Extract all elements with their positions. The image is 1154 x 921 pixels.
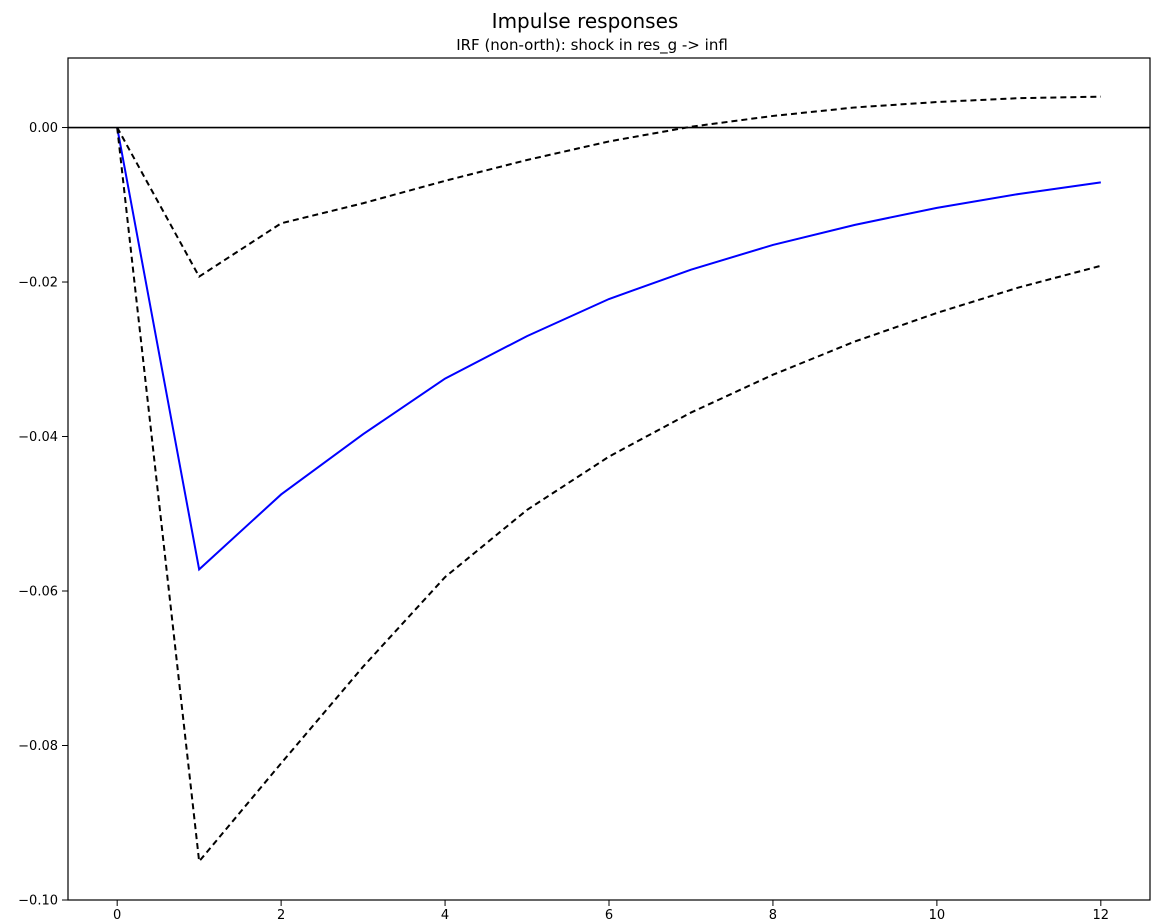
y-tick-label: −0.08	[18, 739, 58, 754]
x-tick-label: 12	[1093, 908, 1110, 921]
series-line-upper-bound	[116, 95, 1101, 279]
x-tick-label: 2	[277, 908, 285, 921]
y-tick-label: 0.00	[29, 121, 58, 136]
axes-frame	[67, 57, 1151, 901]
x-tick-label: 0	[113, 908, 121, 921]
y-tick-label: −0.06	[18, 585, 58, 600]
series-line-irf	[116, 127, 1101, 572]
y-tick-label: −0.10	[18, 894, 58, 909]
series-line-lower-bound	[116, 127, 1102, 864]
x-tick-label: 4	[441, 908, 449, 921]
x-tick-label: 10	[929, 908, 946, 921]
chart-title: IRF (non-orth): shock in res_g -> infl	[456, 36, 728, 55]
x-tick-label: 6	[605, 908, 613, 921]
x-tick-label: 8	[769, 908, 777, 921]
figure-suptitle: Impulse responses	[492, 9, 679, 33]
y-tick-label: −0.04	[18, 430, 58, 445]
plot-area: 0 2 4 6 8 10 12 0.00 −0.02 −0.04 −0.06 −0.08 −0.10	[18, 57, 1151, 921]
y-tick-label: −0.02	[18, 276, 58, 291]
